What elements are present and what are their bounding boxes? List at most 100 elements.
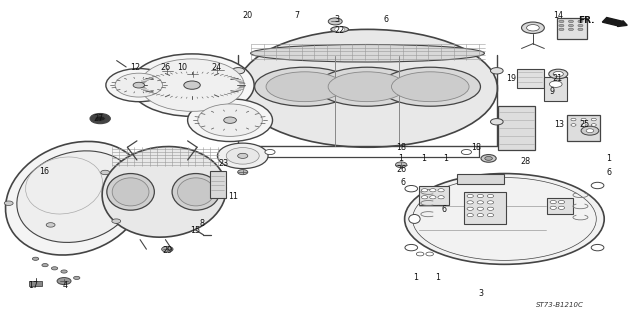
Circle shape	[467, 201, 473, 204]
Text: 3: 3	[478, 289, 483, 298]
Circle shape	[568, 20, 573, 23]
Circle shape	[553, 71, 563, 76]
Circle shape	[438, 196, 444, 199]
Circle shape	[422, 189, 428, 192]
Ellipse shape	[177, 178, 214, 206]
Circle shape	[477, 207, 483, 210]
Circle shape	[490, 119, 503, 125]
Circle shape	[559, 24, 564, 27]
Circle shape	[4, 201, 13, 205]
Circle shape	[211, 67, 224, 73]
Text: 14: 14	[553, 12, 563, 20]
Ellipse shape	[172, 173, 220, 210]
Ellipse shape	[331, 27, 349, 32]
Text: 6: 6	[384, 15, 389, 24]
Circle shape	[232, 119, 244, 125]
Circle shape	[32, 257, 39, 260]
Text: 1: 1	[606, 154, 612, 163]
Ellipse shape	[237, 29, 497, 147]
Circle shape	[521, 22, 544, 34]
Text: 1: 1	[444, 154, 448, 163]
Ellipse shape	[251, 44, 485, 62]
Bar	[457, 174, 504, 184]
Circle shape	[197, 104, 262, 136]
Circle shape	[558, 200, 565, 204]
Circle shape	[485, 156, 492, 160]
Text: 6: 6	[606, 168, 612, 177]
Circle shape	[467, 213, 473, 217]
Circle shape	[462, 149, 471, 155]
Text: 18: 18	[471, 143, 481, 152]
Circle shape	[581, 126, 599, 135]
Bar	[517, 69, 544, 88]
Circle shape	[581, 118, 586, 121]
Text: 26: 26	[396, 165, 406, 174]
Text: 29: 29	[162, 246, 173, 255]
Text: 1: 1	[413, 273, 418, 282]
Circle shape	[487, 201, 493, 204]
Text: 4: 4	[63, 281, 68, 290]
Text: 24: 24	[211, 63, 221, 72]
Ellipse shape	[17, 151, 137, 243]
Ellipse shape	[255, 67, 355, 106]
Text: 7: 7	[295, 12, 300, 20]
Text: 12: 12	[131, 63, 141, 72]
Circle shape	[481, 155, 496, 162]
Circle shape	[549, 69, 568, 79]
Circle shape	[591, 244, 604, 251]
Circle shape	[42, 264, 48, 267]
Text: 1: 1	[436, 273, 441, 282]
Circle shape	[568, 24, 573, 27]
Circle shape	[417, 252, 424, 256]
Ellipse shape	[266, 72, 344, 102]
Text: 6: 6	[401, 178, 406, 187]
Ellipse shape	[328, 72, 406, 102]
Text: 9: 9	[549, 87, 554, 96]
Circle shape	[133, 82, 145, 88]
Circle shape	[328, 18, 342, 25]
Circle shape	[138, 193, 147, 198]
Text: 22: 22	[335, 27, 345, 36]
Circle shape	[550, 200, 556, 204]
Circle shape	[162, 246, 173, 252]
Circle shape	[187, 99, 272, 141]
Text: 11: 11	[228, 192, 238, 201]
Ellipse shape	[404, 173, 605, 264]
Circle shape	[101, 170, 110, 175]
Circle shape	[591, 118, 596, 121]
Text: 27: 27	[94, 114, 104, 123]
Circle shape	[226, 148, 259, 164]
Ellipse shape	[107, 173, 154, 210]
Circle shape	[490, 68, 503, 74]
Ellipse shape	[392, 72, 469, 102]
Circle shape	[46, 223, 55, 227]
Text: 3: 3	[334, 15, 339, 24]
Circle shape	[405, 244, 418, 251]
Text: 28: 28	[520, 157, 530, 166]
Circle shape	[422, 196, 428, 199]
Text: 16: 16	[39, 167, 49, 176]
Circle shape	[115, 73, 163, 97]
Circle shape	[90, 114, 110, 124]
Circle shape	[487, 207, 493, 210]
Ellipse shape	[317, 67, 417, 106]
Circle shape	[95, 116, 105, 121]
Ellipse shape	[380, 67, 481, 106]
Circle shape	[430, 189, 436, 192]
Circle shape	[130, 54, 254, 116]
Circle shape	[162, 68, 173, 74]
Ellipse shape	[102, 147, 226, 237]
Text: 26: 26	[161, 63, 170, 72]
Bar	[210, 171, 225, 198]
Text: 8: 8	[199, 219, 204, 228]
Circle shape	[591, 124, 596, 126]
Circle shape	[477, 195, 483, 197]
Circle shape	[571, 124, 576, 126]
Ellipse shape	[409, 214, 420, 223]
Circle shape	[335, 27, 345, 32]
Circle shape	[581, 124, 586, 126]
Circle shape	[467, 195, 473, 197]
Text: 13: 13	[554, 120, 565, 130]
Bar	[498, 106, 535, 150]
Circle shape	[550, 206, 556, 209]
